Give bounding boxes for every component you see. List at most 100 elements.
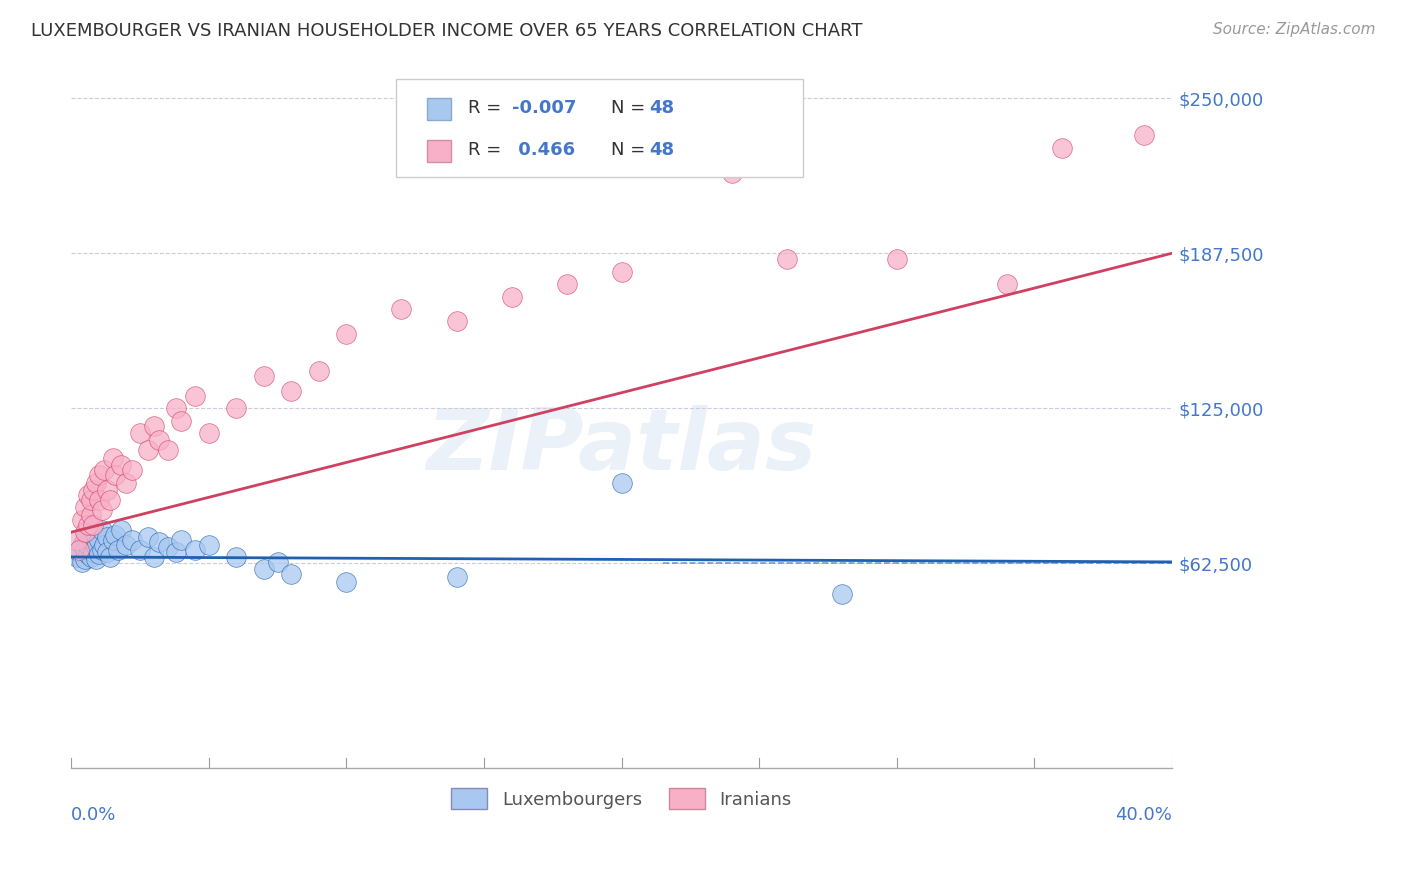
Point [156, 540, 179, 554]
Point [82, 525, 104, 540]
Point [776, 252, 799, 267]
Point [446, 314, 468, 328]
Point [70, 513, 93, 527]
Point [165, 401, 187, 416]
Point [280, 567, 302, 582]
Point [129, 542, 152, 557]
Point [253, 562, 276, 576]
Point [73, 542, 96, 557]
Point [115, 537, 138, 551]
Point [79, 530, 101, 544]
Text: 48: 48 [650, 99, 675, 117]
Point [121, 463, 143, 477]
Point [266, 555, 288, 569]
Point [90, 503, 112, 517]
Point [79, 508, 101, 522]
Point [720, 166, 742, 180]
Point [610, 475, 633, 490]
Point [82, 483, 104, 497]
Point [104, 468, 127, 483]
Point [142, 418, 165, 433]
Text: 40.0%: 40.0% [1115, 806, 1173, 824]
Point [96, 530, 118, 544]
Point [225, 549, 247, 564]
Point [69, 545, 91, 559]
Point [101, 450, 124, 465]
Point [555, 277, 578, 292]
Point [391, 301, 413, 316]
Legend: Luxembourgers, Iranians: Luxembourgers, Iranians [443, 780, 801, 818]
Point [87, 468, 110, 483]
Point [79, 549, 101, 564]
Point [198, 537, 221, 551]
Text: 48: 48 [650, 141, 675, 159]
Point [501, 290, 523, 304]
Point [148, 535, 170, 549]
Point [121, 533, 143, 547]
Text: ZIPatlas: ZIPatlas [426, 405, 817, 488]
Point [98, 492, 121, 507]
Point [73, 533, 96, 547]
Text: Source: ZipAtlas.com: Source: ZipAtlas.com [1212, 22, 1375, 37]
Point [610, 265, 633, 279]
Point [76, 537, 98, 551]
Point [170, 533, 193, 547]
Point [335, 326, 357, 341]
Point [335, 574, 357, 589]
Point [1133, 128, 1156, 143]
Point [90, 523, 112, 537]
Point [253, 368, 276, 383]
Text: N =: N = [610, 99, 651, 117]
Point [129, 425, 152, 440]
Point [87, 548, 110, 562]
FancyBboxPatch shape [396, 79, 803, 177]
Point [446, 570, 468, 584]
Point [76, 548, 98, 562]
Point [82, 517, 104, 532]
Point [198, 425, 221, 440]
Point [79, 492, 101, 507]
Text: N =: N = [610, 141, 651, 159]
Point [170, 414, 193, 428]
Point [66, 549, 89, 564]
Point [98, 549, 121, 564]
Point [831, 587, 853, 601]
Text: -0.007: -0.007 [512, 99, 576, 117]
Point [184, 389, 207, 403]
Point [280, 384, 302, 398]
Point [96, 483, 118, 497]
Point [82, 535, 104, 549]
Point [308, 364, 330, 378]
Point [995, 277, 1018, 292]
Point [87, 533, 110, 547]
Point [110, 458, 132, 473]
FancyBboxPatch shape [427, 98, 451, 120]
Point [101, 533, 124, 547]
Point [107, 542, 129, 557]
Point [76, 517, 98, 532]
Point [96, 545, 118, 559]
Point [76, 488, 98, 502]
Point [225, 401, 247, 416]
Point [165, 545, 187, 559]
Point [104, 527, 127, 541]
Point [84, 475, 107, 490]
Point [93, 537, 115, 551]
Point [184, 542, 207, 557]
Point [110, 523, 132, 537]
Point [73, 552, 96, 566]
Point [136, 530, 159, 544]
Point [156, 443, 179, 458]
Point [90, 542, 112, 557]
Text: LUXEMBOURGER VS IRANIAN HOUSEHOLDER INCOME OVER 65 YEARS CORRELATION CHART: LUXEMBOURGER VS IRANIAN HOUSEHOLDER INCO… [31, 22, 862, 40]
Point [142, 549, 165, 564]
Point [69, 542, 91, 557]
Point [70, 537, 93, 551]
Point [886, 252, 908, 267]
Point [148, 434, 170, 448]
Point [82, 545, 104, 559]
Point [70, 555, 93, 569]
Text: 0.466: 0.466 [512, 141, 575, 159]
Text: R =: R = [468, 141, 506, 159]
Text: R =: R = [468, 99, 506, 117]
